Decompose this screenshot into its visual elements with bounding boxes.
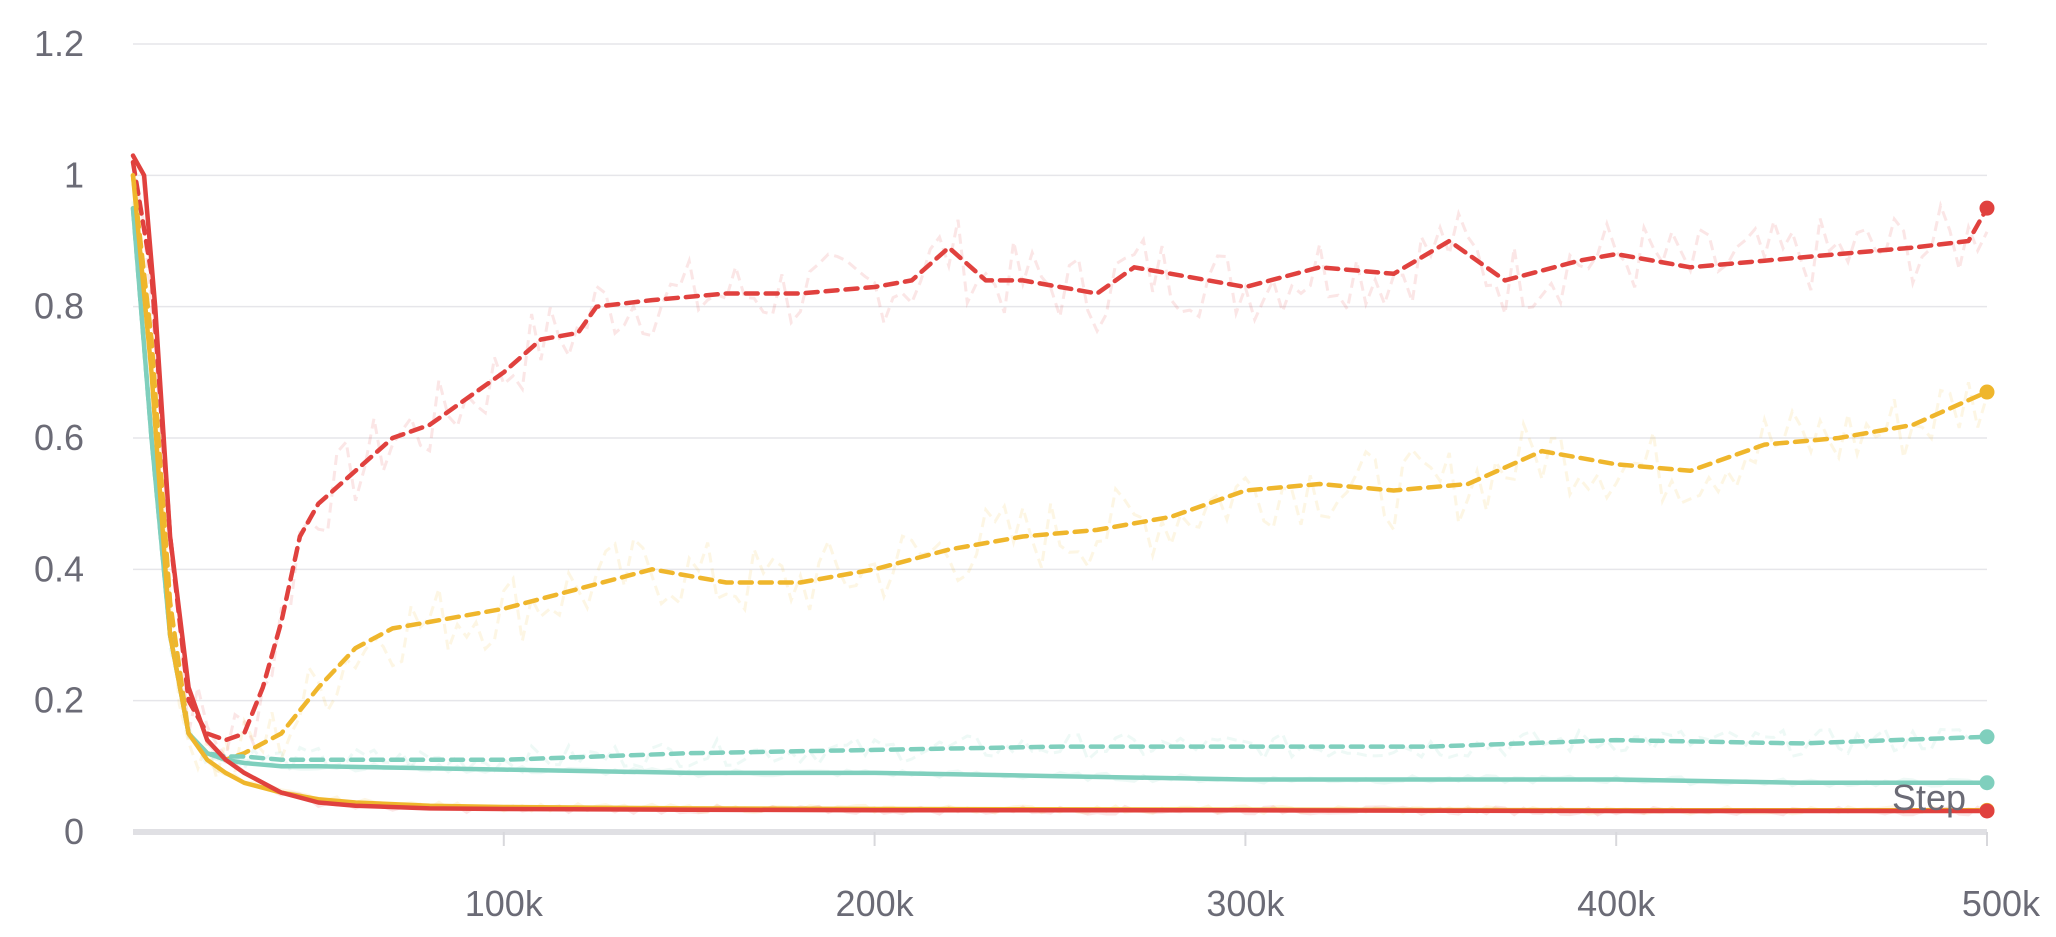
series-4-raw (131, 175, 1988, 816)
y-tick-label: 0.8 (34, 286, 84, 327)
gridlines (133, 43, 1987, 702)
series-0-raw (131, 162, 1989, 761)
y-tick-label: 0.2 (34, 680, 84, 721)
x-tick-label: 300k (1206, 883, 1285, 924)
series-lines (130, 153, 1990, 814)
series-4-line (130, 173, 1990, 813)
y-tick-label: 0 (64, 811, 84, 852)
y-axis-tick-labels: 0 0.2 0.4 0.6 0.8 1 1.2 (34, 23, 84, 852)
series-1-line (130, 173, 1990, 763)
series-0-end-point (1979, 200, 1995, 216)
series-3-end-point (1979, 775, 1995, 791)
x-axis-tick-labels: 100k 200k 300k 400k 500k (465, 832, 2041, 924)
series-1-end-point (1979, 384, 1995, 400)
raw-series-noise (131, 152, 1989, 817)
series-2-end-point (1979, 729, 1995, 745)
series-5-line (130, 153, 1990, 814)
y-tick-label: 0.4 (34, 548, 84, 589)
y-tick-label: 1.2 (34, 23, 84, 64)
x-tick-label: 100k (465, 883, 544, 924)
series-end-markers (1979, 200, 1995, 819)
series-5-end-point (1979, 803, 1995, 819)
series-0-line (130, 159, 1990, 743)
series-1-raw (131, 173, 1989, 778)
x-tick-label: 200k (836, 883, 915, 924)
series-2-line (130, 205, 1990, 763)
x-tick-label: 500k (1962, 883, 2041, 924)
series-5-raw (131, 152, 1988, 817)
y-tick-label: 1 (64, 154, 84, 195)
series-3-line (130, 205, 1990, 786)
x-axis-label: Step (1892, 777, 1966, 818)
x-tick-label: 400k (1577, 883, 1656, 924)
y-tick-label: 0.6 (34, 417, 84, 458)
